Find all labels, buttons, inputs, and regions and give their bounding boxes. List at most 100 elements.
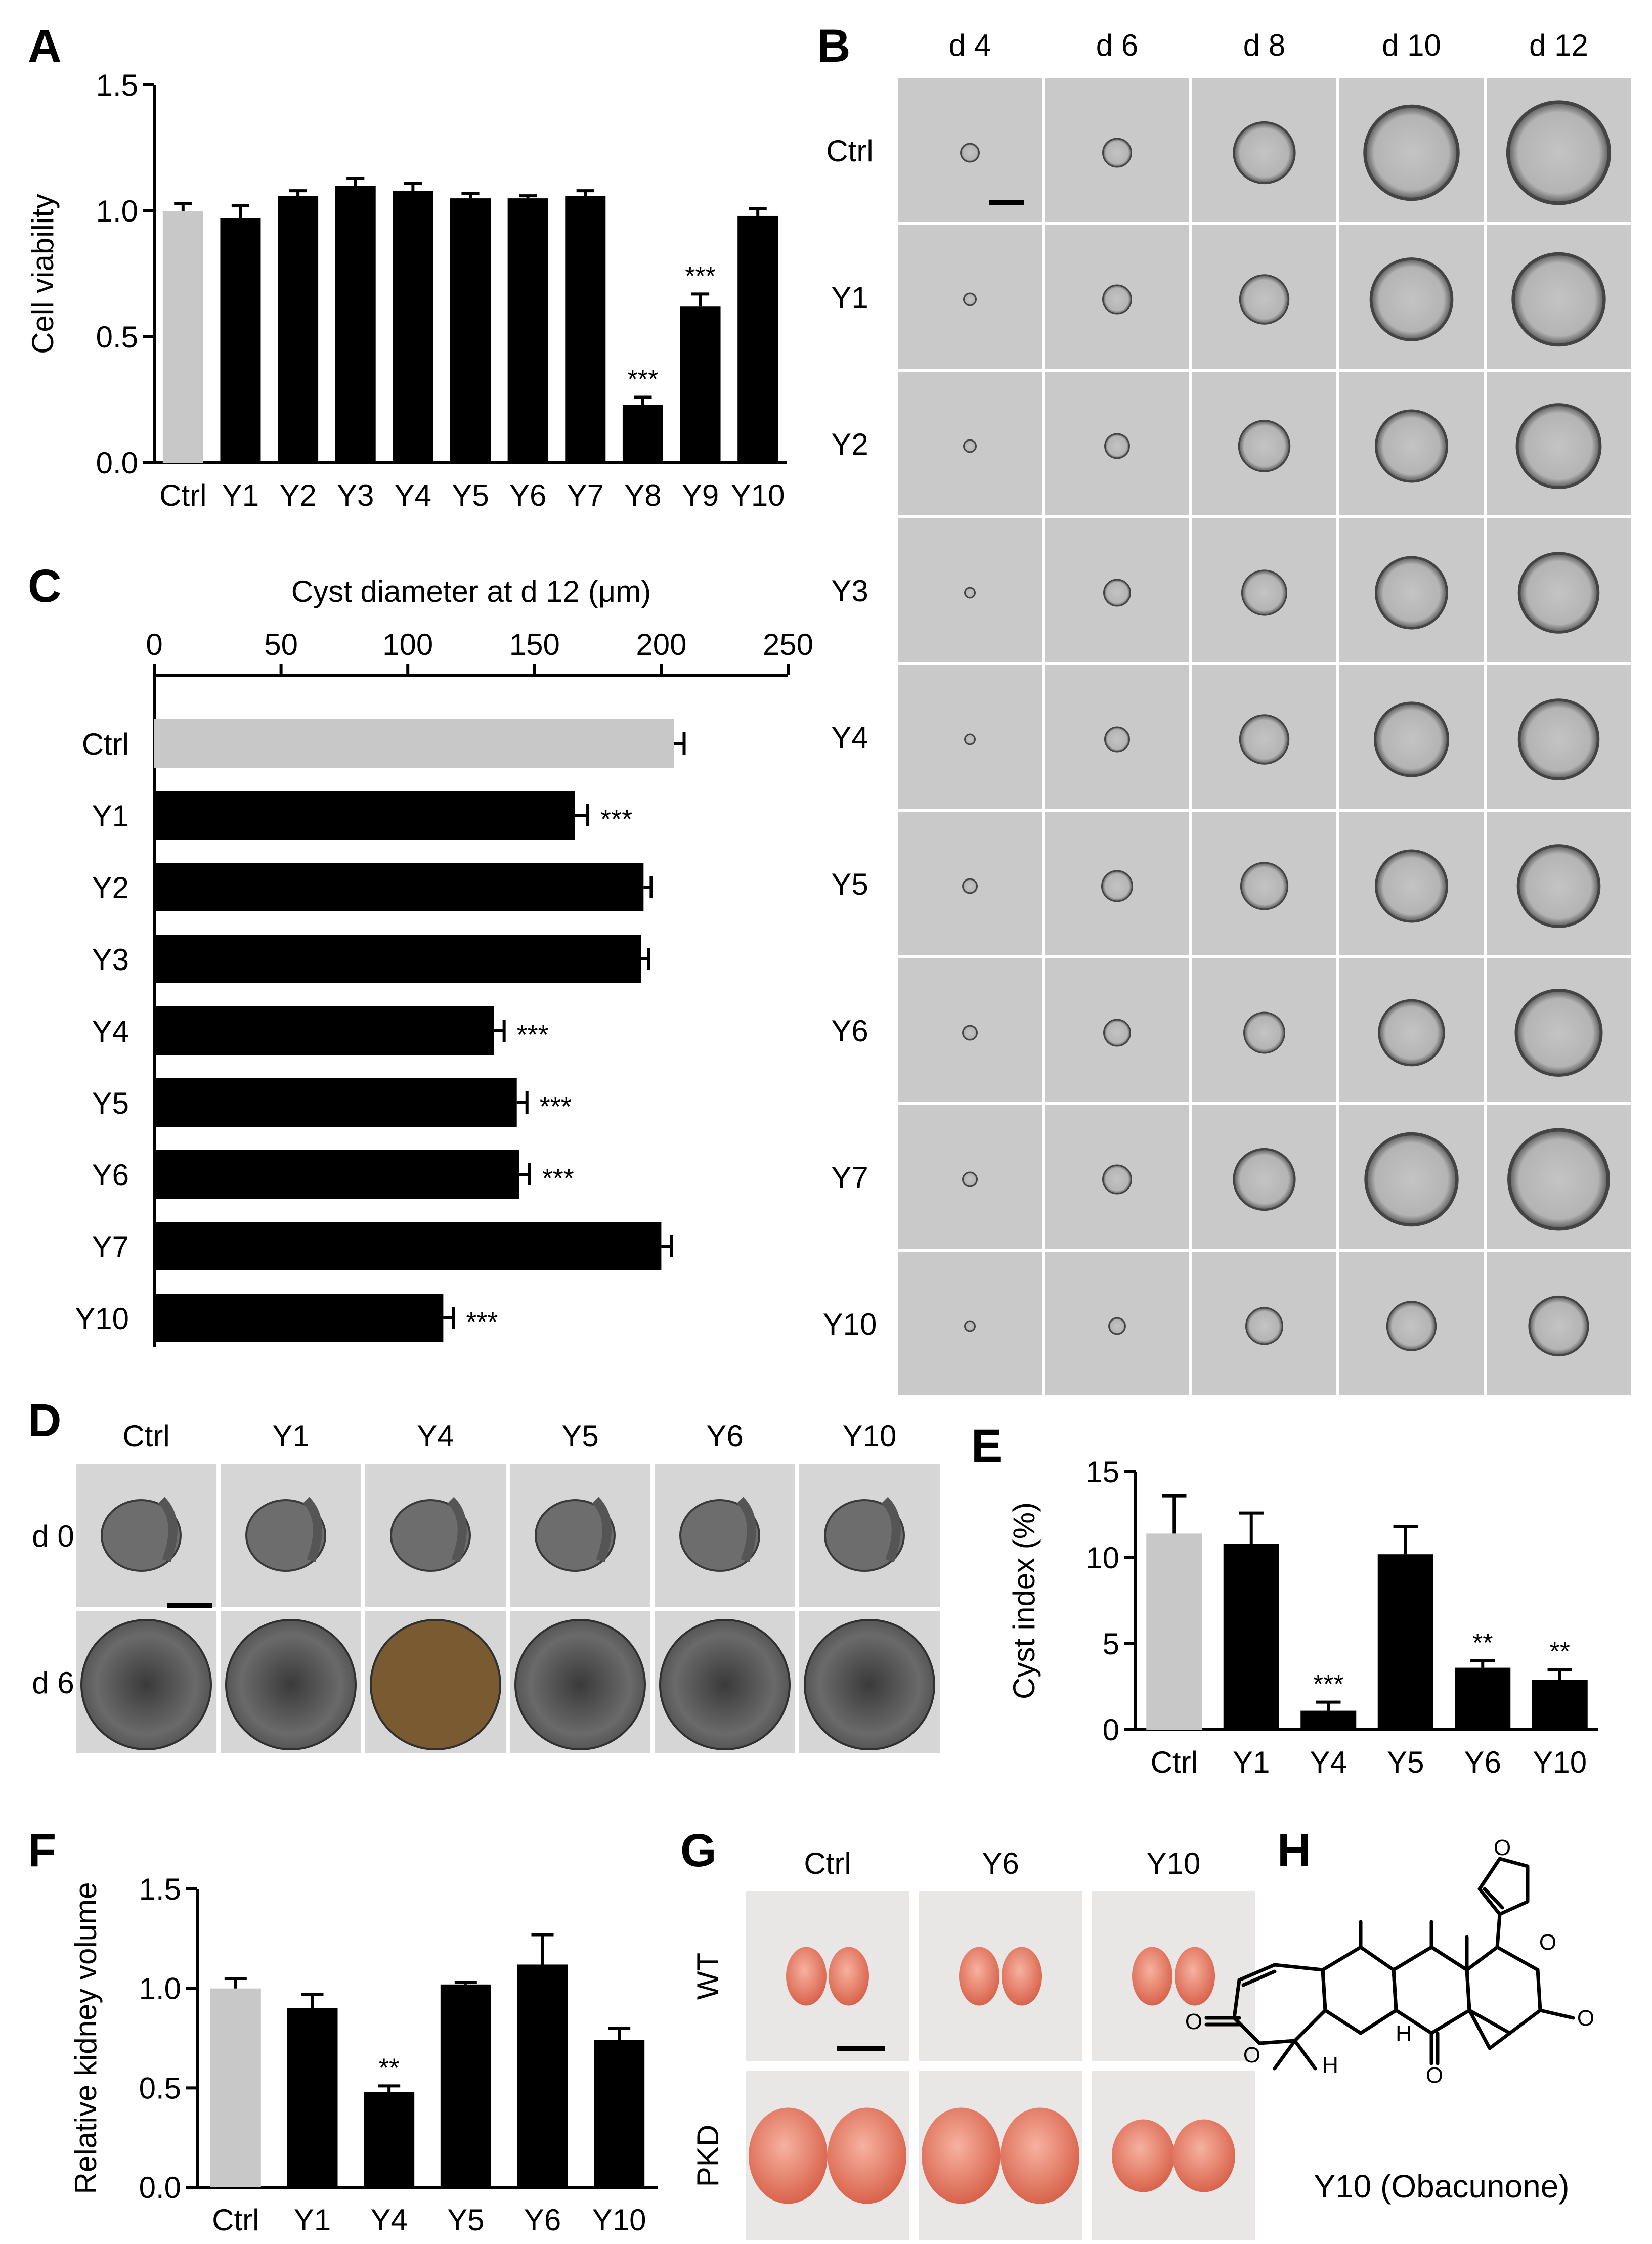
e-significance: ***	[1313, 1670, 1344, 1699]
b-cyst	[1108, 1317, 1126, 1335]
b-col-label: d 4	[949, 28, 991, 62]
g-kidney-left	[1112, 2119, 1175, 2192]
panel-h-structure	[1204, 1857, 1575, 2071]
b-cyst	[1243, 1011, 1285, 1054]
a-xtick-label: Y7	[567, 478, 604, 512]
g-kidney-left	[922, 2107, 1001, 2204]
d-row-label: d 0	[32, 1519, 74, 1553]
e-bar	[1300, 1710, 1357, 1730]
b-cyst	[1378, 999, 1445, 1067]
b-cyst	[1364, 1132, 1459, 1227]
g-kidney-right	[1002, 1947, 1042, 2006]
a-bar	[450, 198, 491, 463]
f-bar	[210, 1988, 261, 2187]
c-significance: ***	[542, 1163, 574, 1194]
a-bar	[507, 198, 548, 463]
c-ytick-label: Y5	[92, 1086, 129, 1120]
c-ytick-label: Ctrl	[82, 727, 129, 761]
e-xtick-label: Y10	[1533, 1745, 1587, 1779]
b-row-label: Y7	[831, 1161, 868, 1195]
a-ytick-label: 1.5	[96, 68, 138, 102]
b-cyst	[962, 1025, 978, 1041]
furan-ring	[1477, 1857, 1530, 1916]
chart-e-cyst-index: 0 5 10 15 Ctrl Y1 Y4 *** Y5 Y6 ** Y10 ** Cyst index (…	[1007, 1455, 1598, 1779]
panel-letter-e: E	[971, 1420, 1002, 1472]
e-xtick-label: Ctrl	[1151, 1745, 1198, 1779]
e-ytick-label: 15	[1085, 1455, 1119, 1489]
chart-c-cyst-diameter: Cyst diameter at d 12 (μm) 0 50 100 150 200 25…	[75, 575, 813, 1347]
d-kidney-rudiment	[679, 1499, 760, 1572]
b-cyst	[1516, 844, 1601, 928]
f-ytick-label: 1.5	[139, 1872, 181, 1906]
c-bar	[154, 719, 674, 768]
b-cyst	[962, 878, 978, 894]
a-xtick-label: Y5	[452, 478, 489, 512]
b-cyst	[962, 1171, 978, 1187]
e-ytick-label: 5	[1103, 1627, 1119, 1661]
d-kidney-rudiment	[824, 1499, 905, 1572]
c-ytick-label: Y2	[92, 871, 129, 905]
a-bar	[565, 196, 606, 463]
d-organ	[659, 1619, 791, 1750]
atom-o-furan: O	[1494, 1835, 1511, 1860]
d-col-label: Y6	[706, 1419, 743, 1453]
a-bar	[737, 215, 778, 463]
e-bar	[1377, 1554, 1433, 1730]
panel-h-caption: Y10 (Obacunone)	[1314, 2168, 1569, 2205]
a-bar	[393, 191, 433, 463]
b-cyst	[960, 143, 980, 163]
b-cyst	[1514, 989, 1603, 1077]
b-cyst	[1240, 862, 1289, 910]
d-organ	[514, 1619, 646, 1750]
b-cyst	[963, 439, 977, 453]
b-cyst	[1375, 556, 1448, 630]
c-xtick-label: 200	[636, 628, 686, 662]
b-row-label: Ctrl	[826, 134, 873, 168]
b-cyst	[1369, 257, 1454, 341]
c-bar	[154, 1294, 444, 1342]
gem-dimethyl-2	[1293, 2039, 1317, 2071]
e-ylabel: Cyst index (%)	[1007, 1502, 1041, 1699]
panel-letter-d: D	[28, 1395, 61, 1446]
panel-letter-h: H	[1277, 1825, 1311, 1876]
c-ytick-label: Y6	[92, 1158, 129, 1192]
atom-o-lactone-right: O	[1539, 1930, 1556, 1955]
c-bar	[154, 1006, 494, 1055]
ring-b	[1321, 1945, 1398, 2035]
c-bar	[154, 1078, 517, 1127]
b-row-label: Y3	[831, 574, 868, 608]
f-xtick-label: Y1	[294, 2203, 331, 2237]
gem-dimethyl-1	[1273, 2039, 1297, 2071]
b-cyst	[1233, 121, 1296, 185]
c-bar	[154, 863, 644, 911]
b-row-label: Y2	[831, 427, 868, 461]
e-xtick-label: Y6	[1464, 1745, 1501, 1779]
e-bar	[1532, 1680, 1588, 1730]
f-bar	[364, 2092, 415, 2187]
ring-c	[1392, 1945, 1471, 2035]
c-xtick-label: 250	[763, 628, 813, 662]
g-row-label: WT	[691, 1953, 725, 2000]
c-significance: ***	[517, 1020, 549, 1050]
f-ytick-label: 1.0	[139, 1972, 181, 2006]
a-bar	[220, 218, 261, 463]
b-col-label: d 6	[1096, 28, 1138, 62]
c-significance: ***	[600, 804, 632, 834]
epoxide-2	[1488, 2031, 1512, 2050]
f-ylabel: Relative kidney volume	[69, 1882, 103, 2194]
g-kidney-right	[828, 2107, 906, 2204]
a-bar	[622, 405, 663, 463]
a-ytick-label: 0.5	[96, 320, 138, 354]
panel-letter-g: G	[680, 1825, 717, 1876]
b-cyst	[1515, 403, 1602, 489]
panel-letter-a: A	[28, 20, 61, 72]
d-col-label: Y10	[843, 1419, 897, 1453]
f-xtick-label: Y4	[370, 2203, 407, 2237]
d-ureter	[881, 1497, 901, 1563]
b-row-label: Y6	[831, 1014, 868, 1048]
g-row-label: PKD	[691, 2125, 725, 2187]
b-row-label: Y4	[831, 721, 868, 755]
c-significance: ***	[466, 1307, 498, 1337]
b-cyst	[1102, 284, 1132, 315]
b-cyst	[1103, 1019, 1131, 1047]
